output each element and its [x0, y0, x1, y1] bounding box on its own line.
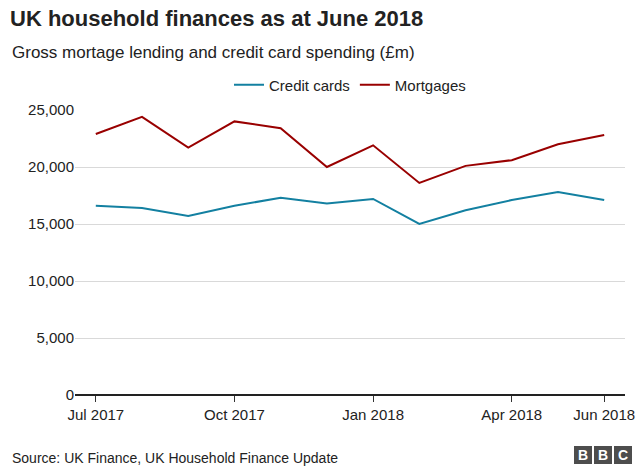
svg-text:20,000: 20,000	[28, 158, 74, 175]
html-text:C: C	[617, 447, 629, 463]
svg-text:25,000: 25,000	[28, 101, 74, 118]
svg-text:Jul 2017: Jul 2017	[67, 406, 124, 423]
svg-text:15,000: 15,000	[28, 215, 74, 232]
svg-text:Credit cards: Credit cards	[269, 77, 350, 94]
svg-text:Oct 2017: Oct 2017	[204, 406, 265, 423]
html-text:B: B	[577, 447, 589, 463]
svg-text:Source: UK Finance, UK Househo: Source: UK Finance, UK Household Finance…	[12, 450, 338, 466]
html-text:B: B	[597, 447, 609, 463]
svg-text:0: 0	[66, 386, 74, 403]
svg-text:Jan 2018: Jan 2018	[342, 406, 404, 423]
svg-text:Mortgages: Mortgages	[395, 77, 466, 94]
svg-text:5,000: 5,000	[36, 329, 74, 346]
svg-text:Jun 2018: Jun 2018	[573, 406, 635, 423]
svg-text:Gross mortage lending and cred: Gross mortage lending and credit card sp…	[12, 43, 415, 62]
svg-text:UK household finances as at Ju: UK household finances as at June 2018	[10, 6, 423, 31]
svg-text:10,000: 10,000	[28, 272, 74, 289]
svg-text:Apr 2018: Apr 2018	[481, 406, 542, 423]
